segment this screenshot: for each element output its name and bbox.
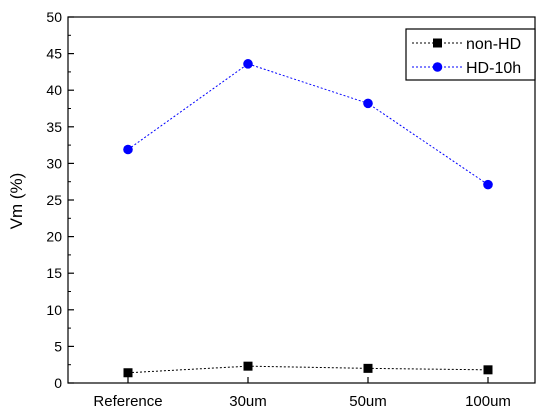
legend-marker [433,38,442,48]
data-point [363,363,373,373]
legend-label: HD-10h [466,60,521,77]
y-tick-label: 0 [54,375,62,391]
y-tick-label: 5 [54,338,62,354]
y-tick-label: 35 [46,119,62,135]
series-line [127,63,489,186]
legend: non-HD HD-10h [405,28,536,81]
y-tick-label: 50 [46,9,62,25]
y-axis-label: Vm (%) [7,173,26,230]
data-point [243,361,253,371]
y-tick-label: 30 [46,155,62,171]
data-point [123,368,133,378]
legend-label: non-HD [466,36,521,53]
x-tick-label: Reference [93,393,162,410]
y-tick-label: 45 [46,46,62,62]
x-tick-label: 50um [349,393,387,410]
axes: 0 5 10 15 20 25 30 35 40 45 50 Reference 30um 50um 100… [46,9,536,410]
data-point [123,144,133,155]
y-tick-label: 40 [46,82,62,98]
data-point [483,365,493,375]
legend-marker [432,62,443,72]
series-line [127,365,489,374]
data-point [483,179,493,190]
data-point [243,59,253,69]
y-tick-label: 10 [46,302,62,318]
y-tick-label: 20 [46,229,62,245]
y-tick-label: 25 [46,192,62,208]
data-point [363,98,373,109]
series-HD-10h [123,59,493,190]
legend-box [405,28,536,81]
x-tick-label: 100um [465,393,511,410]
x-tick-label: 30um [229,393,267,410]
series-non-HD [123,361,493,378]
series-layer [123,59,493,378]
y-tick-label: 15 [46,265,62,281]
